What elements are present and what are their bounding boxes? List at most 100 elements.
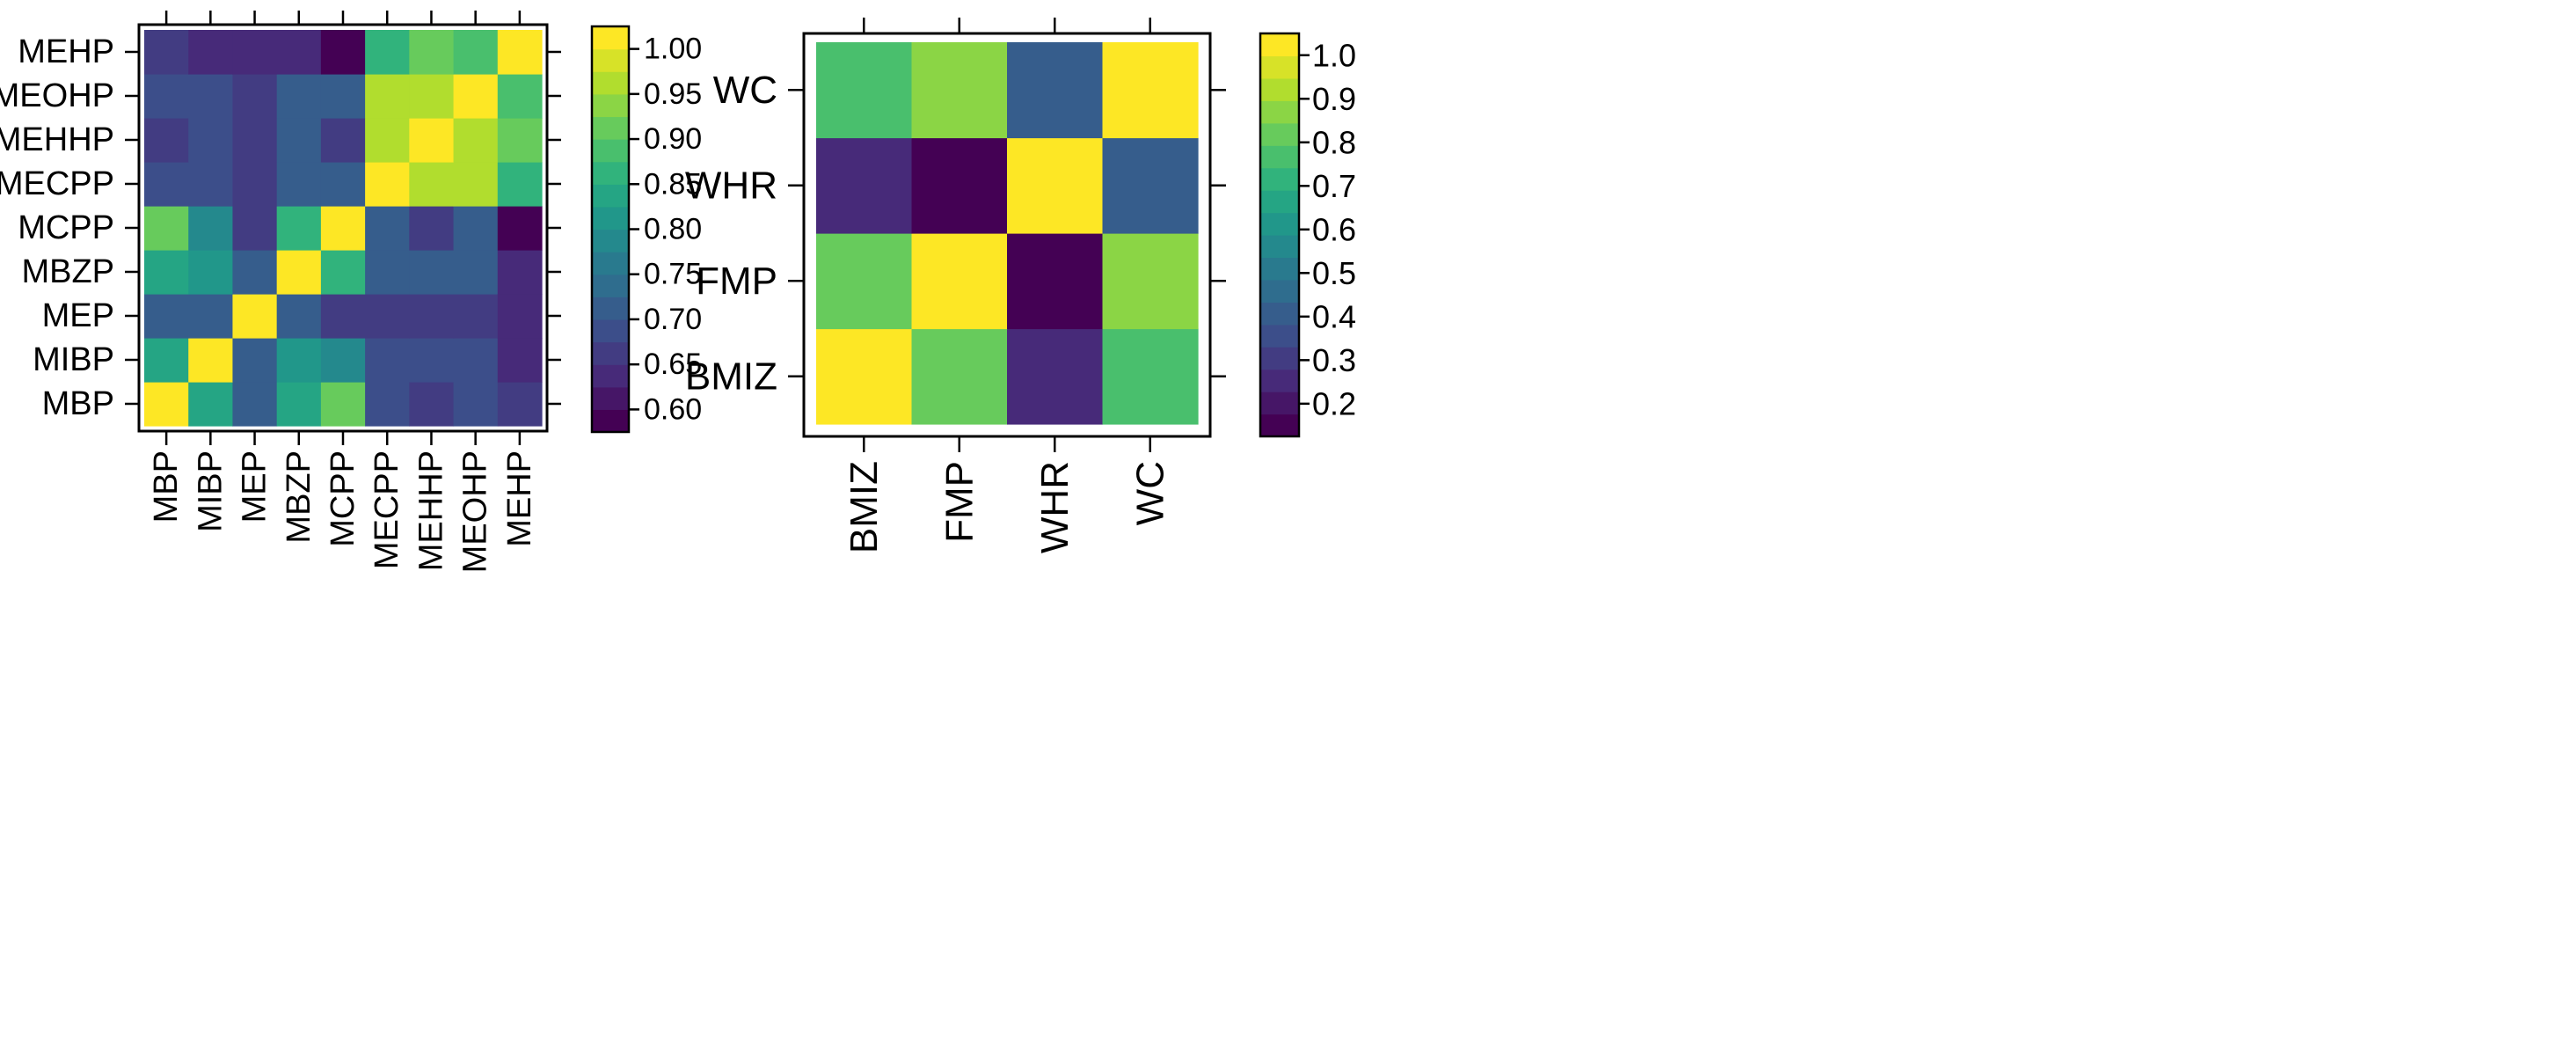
left-y-label-MCPP: MCPP xyxy=(18,209,114,246)
left-x-label-MBP: MBP xyxy=(148,450,185,523)
left-cell-MEP-MEHP xyxy=(497,294,543,339)
right-colorbar-segment xyxy=(1260,324,1299,348)
left-colorbar-segment xyxy=(592,318,629,343)
left-cell-MEHP-MCPP xyxy=(320,30,366,75)
left-cell-MBP-MECPP xyxy=(365,382,410,427)
right-y-label-WHR: WHR xyxy=(685,164,777,207)
left-cell-MECPP-MEOHP xyxy=(453,162,499,207)
left-colorbar-segment xyxy=(592,274,629,297)
right-cell-WHR-WHR xyxy=(1007,137,1104,234)
right-colorbar-tick-label: 0.6 xyxy=(1312,211,1356,247)
right-colorbar-segment xyxy=(1260,122,1299,146)
left-cell-MEP-MEHHP xyxy=(409,294,455,339)
left-cell-MBZP-MIBP xyxy=(188,250,234,295)
left-colorbar-segment xyxy=(592,341,629,365)
left-cell-MCPP-MEP xyxy=(232,206,278,251)
right-cell-FMP-WHR xyxy=(1007,233,1104,330)
left-cell-MEHP-MIBP xyxy=(188,30,234,75)
left-cell-MEOHP-MBZP xyxy=(276,74,322,119)
right-x-label-WHR: WHR xyxy=(1033,461,1076,553)
left-x-label-MEP: MEP xyxy=(237,450,274,523)
left-colorbar-segment xyxy=(592,409,629,433)
left-y-label-MECPP: MECPP xyxy=(0,165,114,202)
right-x-label-BMIZ: BMIZ xyxy=(843,461,886,553)
right-y-label-WC: WC xyxy=(713,69,777,112)
left-cell-MBP-MEP xyxy=(232,382,278,427)
left-cell-MBZP-MEHP xyxy=(497,250,543,295)
left-cell-MIBP-MEHHP xyxy=(409,338,455,383)
left-cell-MCPP-MIBP xyxy=(188,206,234,251)
right-colorbar-tick-label: 0.7 xyxy=(1312,168,1356,204)
left-colorbar-segment xyxy=(592,139,629,163)
left-cell-MEHP-MEHHP xyxy=(409,30,455,75)
left-colorbar-tick-label: 0.75 xyxy=(644,258,702,291)
left-cell-MEOHP-MIBP xyxy=(188,74,234,119)
left-cell-MEP-MEP xyxy=(232,294,278,339)
right-cell-BMIZ-WC xyxy=(1102,328,1199,425)
right-cell-BMIZ-BMIZ xyxy=(816,328,913,425)
left-x-label-MEOHP: MEOHP xyxy=(457,450,494,573)
left-cell-MCPP-MBZP xyxy=(276,206,322,251)
right-cell-BMIZ-FMP xyxy=(911,328,1008,425)
left-cell-MEHHP-MEOHP xyxy=(453,118,499,163)
left-cell-MBZP-MCPP xyxy=(320,250,366,295)
left-heatmap: MBPMBPMIBPMIBPMEPMEPMBZPMBZPMCPPMCPPMECP… xyxy=(0,11,561,573)
left-cell-MEHP-MEP xyxy=(232,30,278,75)
right-colorbar-segment xyxy=(1260,257,1299,281)
left-colorbar-segment xyxy=(592,116,629,140)
left-cell-MIBP-MEOHP xyxy=(453,338,499,383)
right-cell-FMP-BMIZ xyxy=(816,233,913,330)
left-y-label-MBP: MBP xyxy=(42,385,114,422)
right-cell-WC-WHR xyxy=(1007,42,1104,139)
right-colorbar-tick-label: 0.4 xyxy=(1312,298,1356,334)
left-cell-MEOHP-MEOHP xyxy=(453,74,499,119)
left-x-label-MCPP: MCPP xyxy=(325,450,361,547)
left-cell-MEHP-MEHP xyxy=(497,30,543,75)
left-colorbar: 0.60 0.65 0.70 0.75 0.80 0.85 0.90 0.95 1.00 xyxy=(590,25,702,434)
right-cell-FMP-FMP xyxy=(911,233,1008,330)
right-x-label-FMP: FMP xyxy=(938,461,981,543)
left-cell-MCPP-MECPP xyxy=(365,206,410,251)
right-colorbar-segment xyxy=(1260,212,1299,236)
right-plot-frame xyxy=(802,32,1212,438)
right-y-label-FMP: FMP xyxy=(696,260,777,303)
left-colorbar-segment xyxy=(592,93,629,118)
right-colorbar-tick-label: 0.8 xyxy=(1312,124,1356,160)
left-cell-MECPP-MEHP xyxy=(497,162,543,207)
left-cell-MBZP-MECPP xyxy=(365,250,410,295)
left-cell-MECPP-MEHHP xyxy=(409,162,455,207)
left-cell-MECPP-MIBP xyxy=(188,162,234,207)
left-cell-MCPP-MCPP xyxy=(320,206,366,251)
left-cell-MEOHP-MBP xyxy=(144,74,189,119)
left-cell-MEHHP-MEP xyxy=(232,118,278,163)
right-colorbar-segment xyxy=(1260,414,1299,437)
left-cell-MCPP-MEHHP xyxy=(409,206,455,251)
right-colorbar-frame xyxy=(1259,32,1301,438)
right-x-label-WC: WC xyxy=(1128,461,1171,525)
right-colorbar-segment xyxy=(1260,369,1299,392)
left-colorbar-tick-label: 1.00 xyxy=(644,33,702,66)
left-colorbar-tick-label: 0.90 xyxy=(644,122,702,156)
left-cell-MCPP-MEOHP xyxy=(453,206,499,251)
right-cell-WC-WC xyxy=(1102,42,1199,139)
left-cell-MEP-MBZP xyxy=(276,294,322,339)
left-cell-MIBP-MBP xyxy=(144,338,189,383)
right-cell-WHR-FMP xyxy=(911,137,1008,234)
right-cell-FMP-WC xyxy=(1102,233,1199,330)
left-colorbar-tick-label: 0.95 xyxy=(644,77,702,111)
left-cell-MEP-MEOHP xyxy=(453,294,499,339)
left-colorbar-segment xyxy=(592,229,629,253)
left-y-label-MEOHP: MEOHP xyxy=(0,77,114,114)
left-cell-MECPP-MBZP xyxy=(276,162,322,207)
left-cell-MEOHP-MECPP xyxy=(365,74,410,119)
left-cell-MIBP-MECPP xyxy=(365,338,410,383)
left-y-label-MEP: MEP xyxy=(42,297,114,334)
left-cell-MBP-MCPP xyxy=(320,382,366,427)
left-colorbar-tick-label: 0.65 xyxy=(644,348,702,381)
left-colorbar-segment xyxy=(592,161,629,185)
left-cell-MBZP-MEP xyxy=(232,250,278,295)
left-cell-MEHHP-MECPP xyxy=(365,118,410,163)
right-colorbar-segment xyxy=(1260,145,1299,169)
right-colorbar-tick-label: 0.2 xyxy=(1312,385,1356,421)
left-cell-MECPP-MEP xyxy=(232,162,278,207)
